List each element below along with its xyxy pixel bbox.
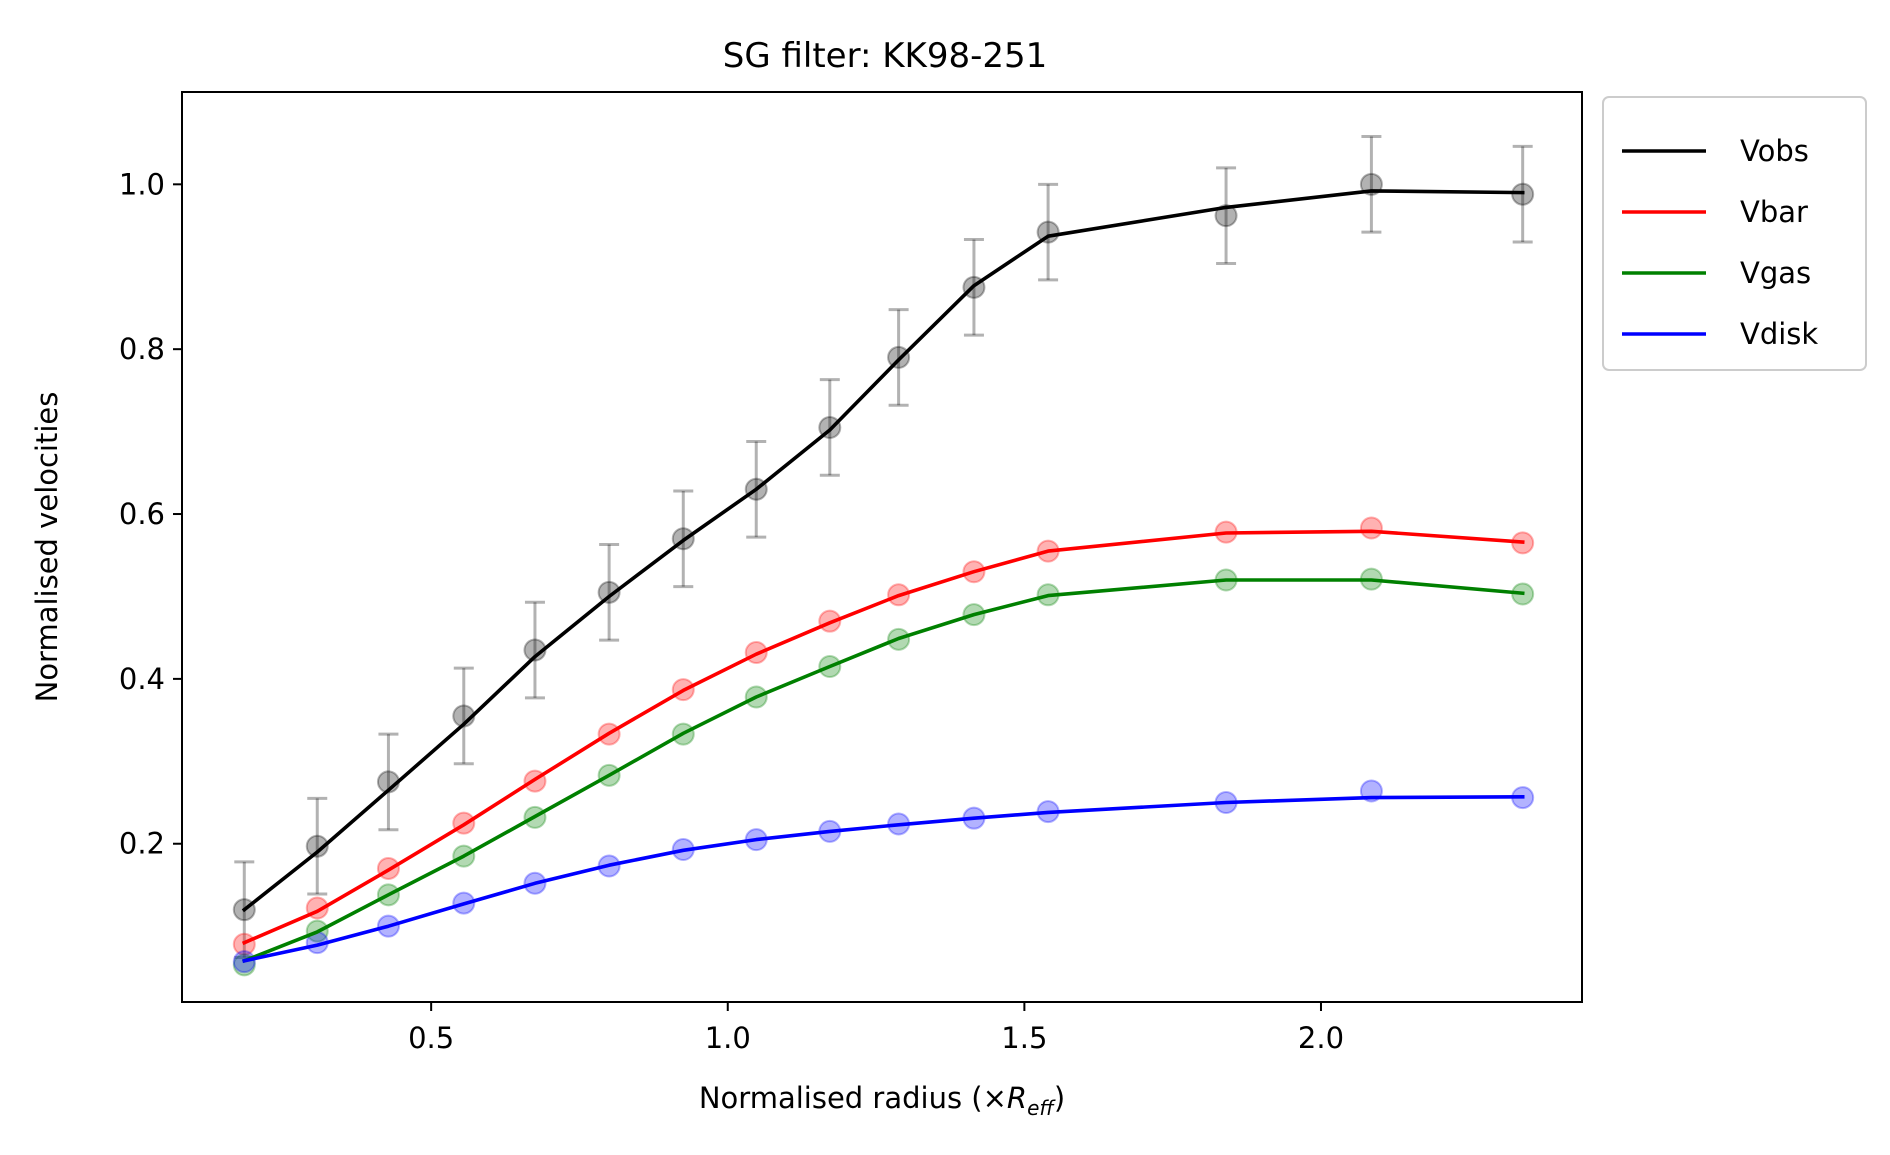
y-tick-label: 0.8: [119, 332, 165, 366]
series-vdisk-markers: [232, 779, 1535, 974]
data-point-vobs: [1214, 204, 1238, 228]
y-axis-label: Normalised velocities: [30, 392, 64, 703]
x-tick-label: 2.0: [1298, 1021, 1344, 1055]
axes-frame: [181, 91, 1583, 1003]
series-vbar-markers: [232, 516, 1535, 956]
data-point-vobs: [597, 580, 621, 604]
series-vobs-markers: [232, 135, 1535, 959]
legend: Vobs Vbar Vgas Vdisk: [1602, 96, 1867, 371]
y-axis: 0.2 0.4 0.6 0.8 1.0: [119, 167, 182, 861]
x-tick-label: 1.5: [1001, 1021, 1047, 1055]
data-point-vobs: [1036, 220, 1060, 244]
data-point-vobs: [305, 834, 329, 858]
series-line-vbar: [241, 529, 1525, 946]
series-line-vobs: [241, 189, 1525, 913]
x-tick-label: 0.5: [408, 1021, 454, 1055]
legend-label: Vbar: [1740, 195, 1808, 229]
legend-label: Vobs: [1740, 134, 1809, 168]
y-tick-label: 0.4: [119, 662, 165, 696]
x-axis-label: Normalised radius (×Reff): [699, 1081, 1065, 1120]
chart-title: SG filter: KK98-251: [723, 36, 1048, 76]
y-tick-label: 0.2: [119, 827, 165, 861]
x-tick-label: 1.0: [705, 1021, 751, 1055]
series-line-vdisk: [242, 794, 1525, 963]
y-tick-label: 0.6: [119, 497, 165, 531]
plot-area: [232, 135, 1535, 977]
y-tick-label: 1.0: [119, 167, 165, 201]
x-axis: 0.5 1.0 1.5 2.0: [408, 1002, 1344, 1055]
legend-box: [1602, 96, 1867, 371]
series-vgas-markers: [232, 567, 1535, 977]
data-point-vbar: [1359, 516, 1383, 540]
legend-label: Vgas: [1740, 256, 1811, 290]
series-line-vgas: [241, 578, 1525, 964]
legend-label: Vdisk: [1740, 317, 1818, 351]
